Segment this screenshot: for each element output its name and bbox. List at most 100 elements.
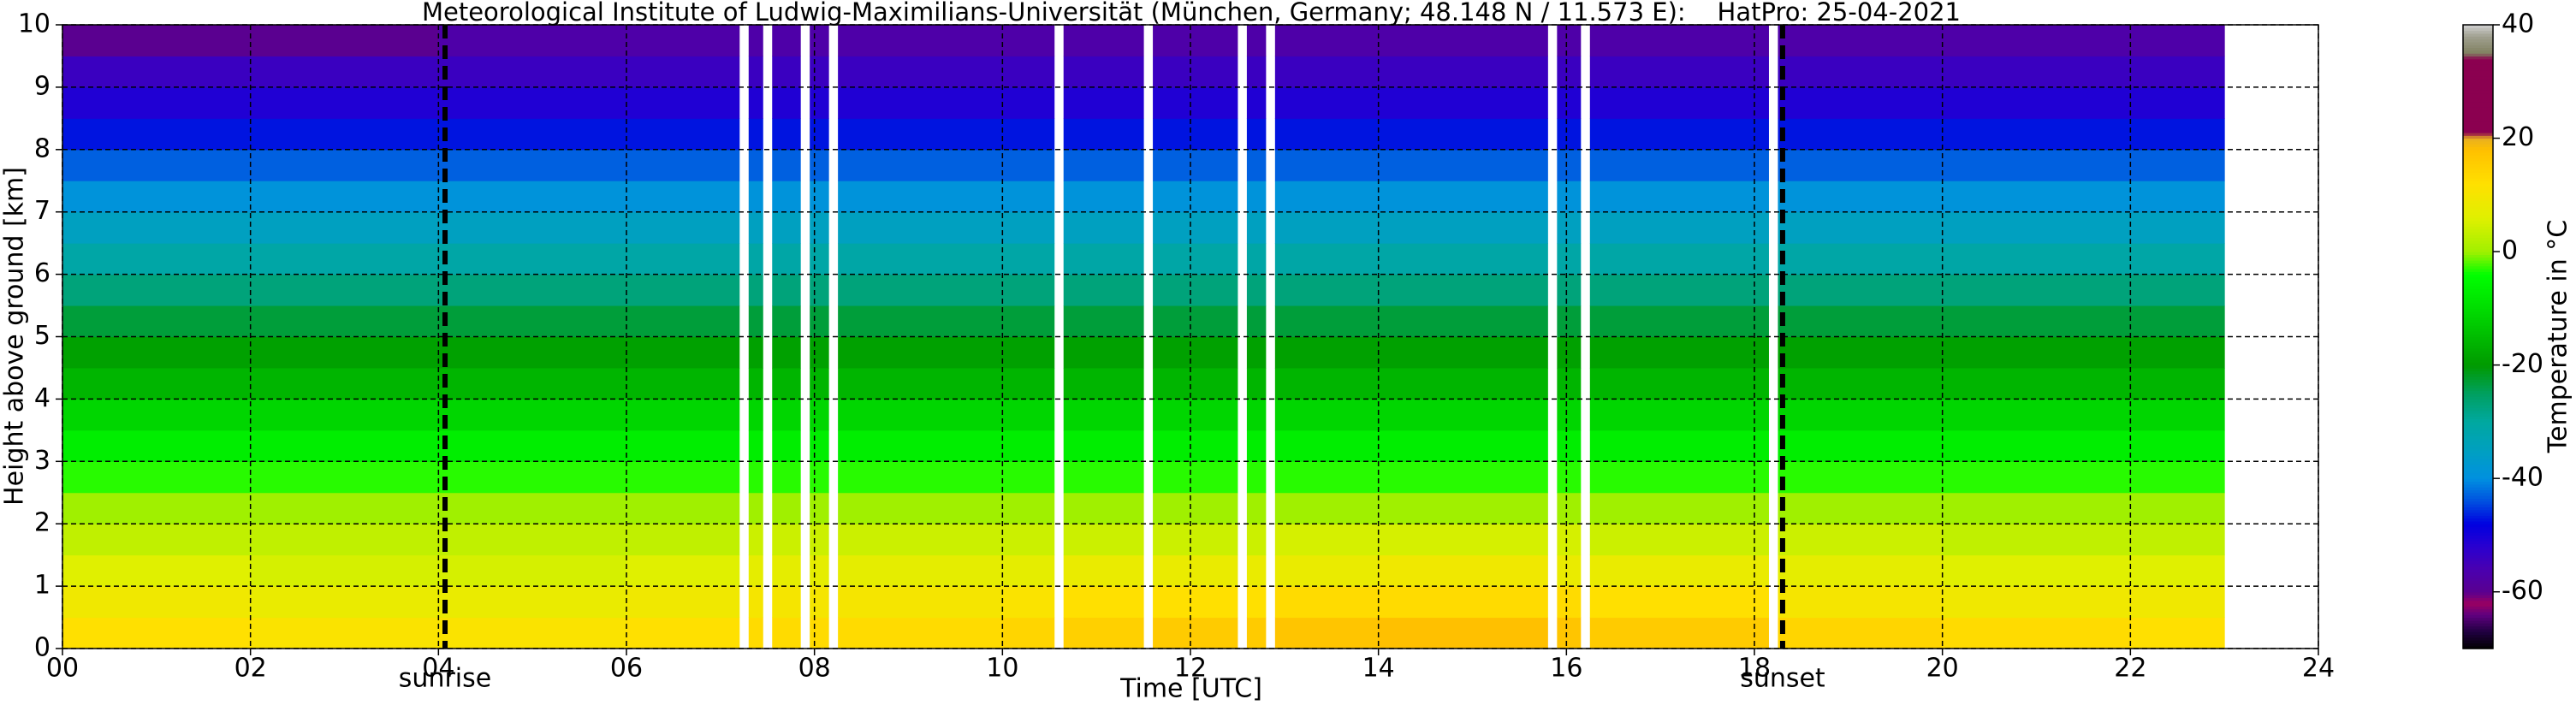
y-tick-label: 9 xyxy=(34,71,50,101)
heatmap-cell xyxy=(2130,274,2225,306)
colorbar-swatch xyxy=(2463,509,2493,513)
colorbar-swatch xyxy=(2463,222,2493,227)
x-tick-label: 04 xyxy=(422,654,454,684)
colorbar-swatch xyxy=(2463,600,2493,604)
colorbar-swatch xyxy=(2463,138,2493,142)
colorbar-swatch xyxy=(2463,243,2493,247)
heatmap-cell xyxy=(1246,492,1267,524)
heatmap-cell xyxy=(1153,86,1238,119)
heatmap-cell xyxy=(1153,243,1238,275)
heatmap-cell xyxy=(748,461,763,494)
heatmap-cell xyxy=(1942,25,2131,56)
heatmap-cell xyxy=(1274,274,1380,306)
heatmap-cell xyxy=(626,25,740,56)
heatmap-cell xyxy=(626,430,740,462)
heatmap-cell xyxy=(1153,336,1238,369)
x-tick-label: 08 xyxy=(798,654,831,684)
heatmap-cell xyxy=(250,211,439,244)
colorbar-swatch xyxy=(2463,637,2493,641)
heatmap-cell xyxy=(1778,211,1944,244)
heatmap-cell xyxy=(1378,181,1548,213)
heatmap-cell xyxy=(1589,336,1769,369)
colorbar-swatch xyxy=(2463,186,2493,190)
heatmap-cell xyxy=(62,305,252,337)
heatmap-cell xyxy=(438,181,627,213)
colorbar-swatch xyxy=(2463,640,2493,643)
heatmap-cell xyxy=(1942,118,2131,151)
colorbar-swatch xyxy=(2463,382,2493,386)
heatmap-cell xyxy=(1589,305,1769,337)
colorbar-swatch xyxy=(2463,518,2493,522)
heatmap-cell xyxy=(2130,461,2225,494)
x-tick-label: 10 xyxy=(986,654,1018,684)
heatmap-cell xyxy=(1557,274,1582,306)
heatmap-cell xyxy=(1002,181,1055,213)
colorbar-swatch xyxy=(2463,36,2493,40)
heatmap-cell xyxy=(1002,243,1055,275)
colorbar-swatch xyxy=(2463,41,2493,45)
colorbar-swatch xyxy=(2463,504,2493,507)
heatmap-cell xyxy=(62,617,252,649)
colorbar-swatch xyxy=(2463,435,2493,440)
colorbar-swatch xyxy=(2463,248,2493,252)
heatmap-cell xyxy=(1274,25,1380,56)
heatmap-cell xyxy=(772,399,801,431)
heatmap-cell xyxy=(772,243,801,275)
heatmap-cell xyxy=(626,118,740,151)
heatmap-cell xyxy=(1589,243,1769,275)
x-tick-label: 14 xyxy=(1362,654,1395,684)
colorbar-swatch xyxy=(2463,475,2493,479)
heatmap-cell xyxy=(1378,430,1548,462)
heatmap-cell xyxy=(2130,243,2225,275)
y-tick-label: 6 xyxy=(34,258,50,288)
colorbar-swatch xyxy=(2463,305,2493,309)
heatmap-cell xyxy=(1063,149,1144,181)
heatmap-cell xyxy=(1589,586,1769,619)
heatmap-cell xyxy=(1063,118,1144,151)
heatmap-cell xyxy=(438,56,627,88)
colorbar-swatch xyxy=(2463,325,2493,329)
colorbar-swatch xyxy=(2463,416,2493,420)
colorbar-swatch xyxy=(2463,472,2493,477)
colorbar-swatch xyxy=(2463,299,2493,304)
heatmap-cell xyxy=(1274,367,1380,400)
colorbar-swatch xyxy=(2463,507,2493,511)
heatmap-cell xyxy=(748,86,763,119)
heatmap-cell xyxy=(838,118,1003,151)
colorbar-swatch xyxy=(2463,625,2493,630)
heatmap-cell xyxy=(810,461,829,494)
heatmap-cell xyxy=(438,430,627,462)
colorbar-tick-label: -60 xyxy=(2502,576,2543,606)
heatmap-cell xyxy=(250,617,439,649)
heatmap-cell xyxy=(62,586,252,619)
heatmap-cell xyxy=(62,524,252,556)
colorbar-swatch xyxy=(2463,152,2493,157)
x-tick-label: 02 xyxy=(234,654,267,684)
colorbar-swatch xyxy=(2463,50,2493,54)
heatmap-cell xyxy=(748,181,763,213)
heatmap-cell xyxy=(1246,56,1267,88)
heatmap-cell xyxy=(1274,243,1380,275)
colorbar-swatch xyxy=(2463,634,2493,638)
colorbar-swatch xyxy=(2463,578,2493,582)
heatmap-cell xyxy=(2130,211,2225,244)
colorbar-swatch xyxy=(2463,427,2493,431)
y-tick-label: 10 xyxy=(18,9,50,39)
heatmap-cell xyxy=(772,25,801,56)
heatmap-cell xyxy=(810,336,829,369)
colorbar-swatch xyxy=(2463,64,2493,68)
heatmap-cell xyxy=(626,149,740,181)
heatmap-cell xyxy=(810,430,829,462)
heatmap-cell xyxy=(1589,554,1769,587)
heatmap-cell xyxy=(1557,367,1582,400)
colorbar-swatch xyxy=(2463,172,2493,176)
heatmap-cell xyxy=(1557,305,1582,337)
x-tick-label: 12 xyxy=(1174,654,1207,684)
heatmap-cell xyxy=(772,367,801,400)
heatmap-cell xyxy=(1063,461,1144,494)
heatmap-cell xyxy=(838,586,1003,619)
heatmap-cell xyxy=(1557,211,1582,244)
heatmap-cell xyxy=(748,149,763,181)
